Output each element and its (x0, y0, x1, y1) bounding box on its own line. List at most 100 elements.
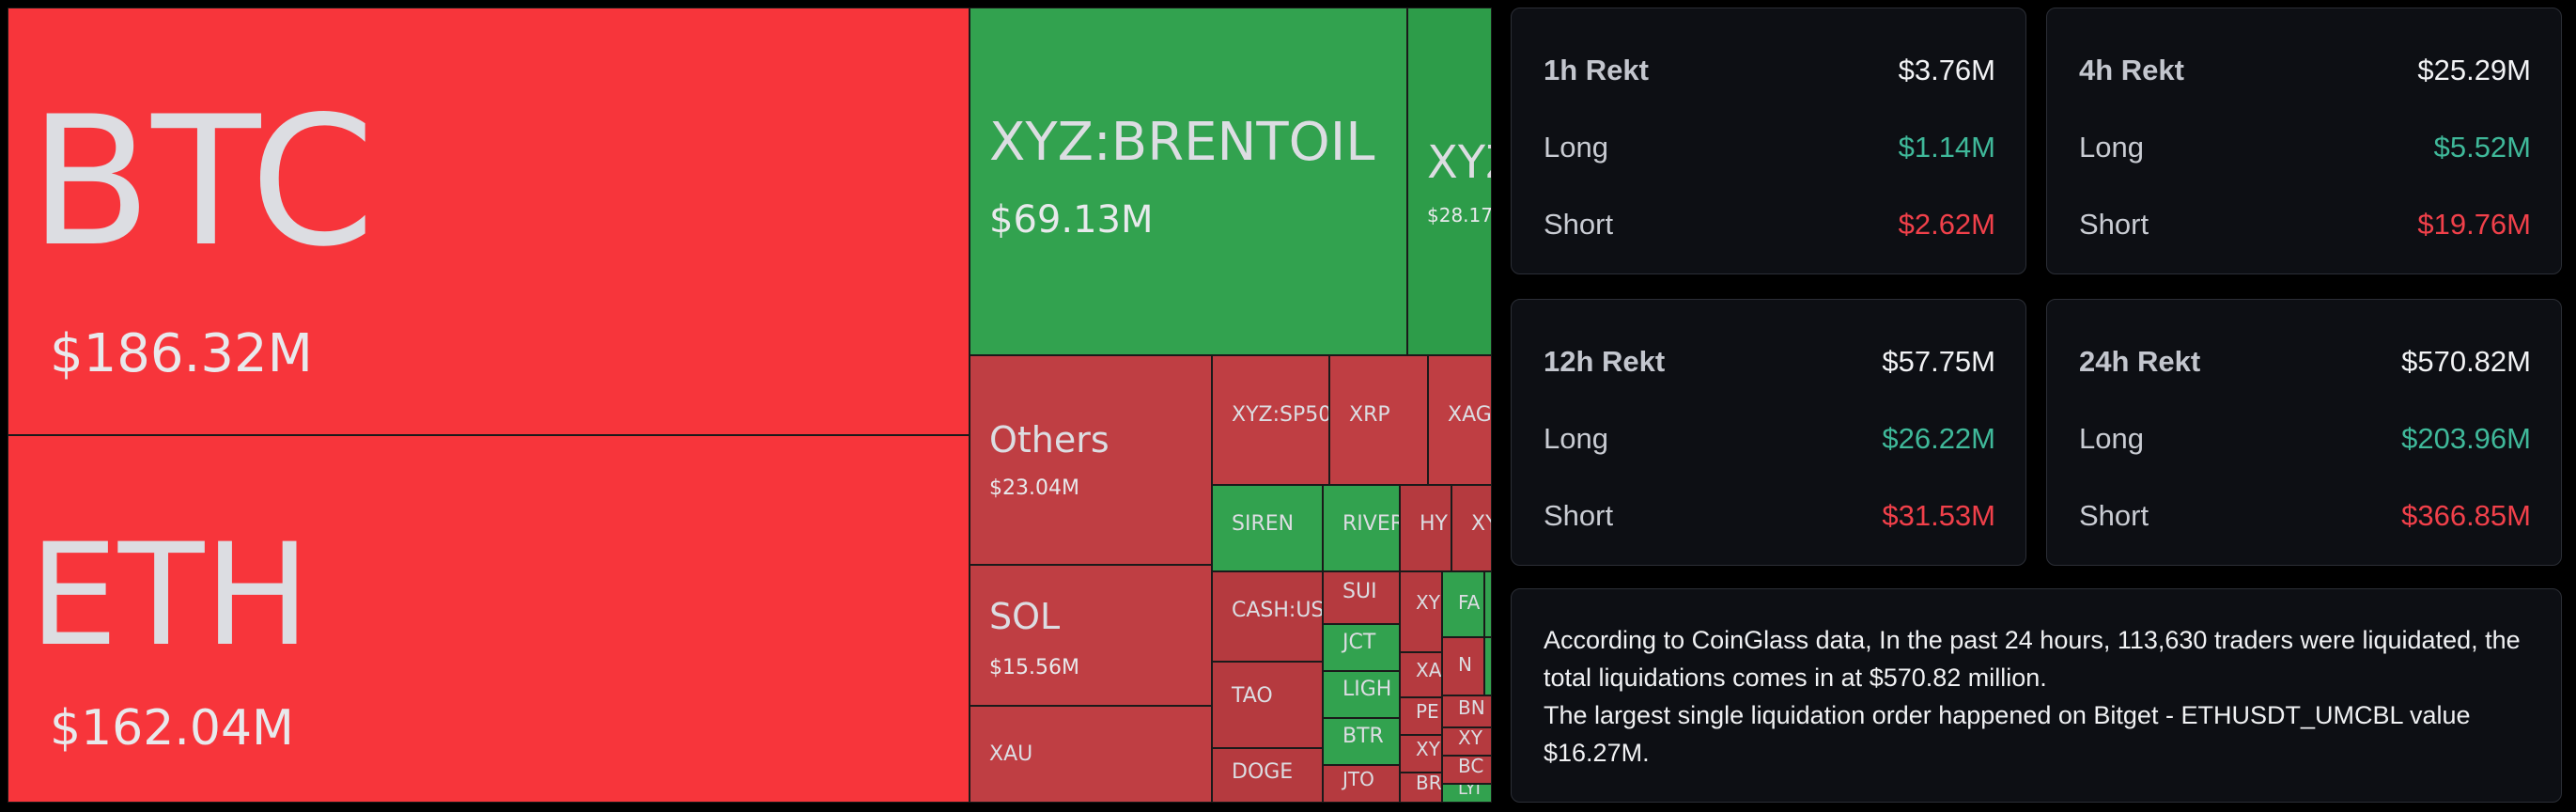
treemap-tile[interactable]: LIGH (1323, 671, 1400, 718)
treemap-tile[interactable]: SIREN (1212, 485, 1323, 571)
rekt-total: $3.76M (1898, 54, 1995, 86)
treemap-tile[interactable]: N (1442, 637, 1484, 695)
treemap-tile[interactable]: TAO (1212, 662, 1323, 748)
short-label: Short (1544, 499, 1614, 532)
treemap-tile[interactable]: SUI (1323, 571, 1400, 624)
tile-value: $69.13M (989, 198, 1154, 242)
long-label-row: Long $203.96M (2079, 422, 2531, 460)
tile-value: $23.04M (989, 476, 1079, 500)
short-label: Short (2079, 499, 2149, 532)
treemap-tile[interactable]: PE (1400, 697, 1442, 735)
treemap-tile[interactable]: ETH $162.04M (8, 435, 970, 803)
treemap-tile[interactable]: RIVER (1323, 485, 1400, 571)
treemap-tile[interactable]: XRP (1329, 355, 1428, 485)
treemap-tile[interactable]: BTC $186.32M (8, 8, 970, 435)
long-value: $5.52M (2433, 131, 2531, 164)
rekt-total: $57.75M (1882, 345, 1995, 378)
treemap-tile[interactable]: XYZ:BRENTOIL $69.13M (970, 8, 1407, 355)
treemap-tile[interactable]: XYZ:SP50 (1212, 355, 1329, 485)
treemap-tile[interactable]: XAG (1428, 355, 1492, 485)
tile-value: $162.04M (50, 700, 294, 757)
treemap-tile[interactable]: SOL $15.56M (970, 565, 1212, 706)
rekt-card: 24h Rekt $570.82M Long $203.96M Short $366.85… (2046, 299, 2562, 566)
rekt-title-row: 4h Rekt $25.29M (2079, 54, 2531, 91)
treemap-tile[interactable]: DOGE (1212, 748, 1323, 803)
long-label-row: Long $1.14M (1544, 131, 1995, 168)
treemap-tile[interactable]: JTO (1323, 765, 1400, 803)
treemap-tile[interactable]: BTR (1323, 718, 1400, 765)
tile-symbol: N (1458, 653, 1472, 676)
tile-value: $15.56M (989, 656, 1079, 679)
rekt-title-row: 12h Rekt $57.75M (1544, 345, 1995, 383)
long-value: $1.14M (1898, 131, 1995, 164)
tile-symbol: XAG (1448, 403, 1492, 427)
tile-symbol: DOGE (1232, 760, 1294, 784)
tile-symbol: JTO (1342, 768, 1374, 790)
tile-symbol: LIGH (1342, 678, 1392, 701)
long-label: Long (1544, 422, 1608, 455)
treemap-tile[interactable]: XAU (970, 706, 1212, 803)
tile-symbol: FA (1458, 591, 1481, 614)
tile-symbol: CASH:US (1232, 599, 1323, 622)
liquidation-summary-card: According to CoinGlass data, In the past… (1511, 588, 2562, 803)
treemap-tile[interactable]: BN (1442, 695, 1492, 727)
treemap-tile[interactable]: Others $23.04M (970, 355, 1212, 565)
rekt-title-row: 1h Rekt $3.76M (1544, 54, 1995, 91)
treemap-tile[interactable]: XY (1400, 735, 1442, 773)
tile-symbol: XAU (989, 742, 1033, 766)
treemap-tile[interactable]: BR (1400, 773, 1442, 803)
long-value: $26.22M (1882, 422, 1995, 455)
tile-symbol: BTR (1342, 725, 1384, 748)
short-value: $31.53M (1882, 499, 1995, 532)
tile-symbol: XY (1416, 591, 1440, 614)
short-value: $366.85M (2401, 499, 2531, 532)
tile-symbol: LYI (1458, 784, 1481, 799)
treemap-tile[interactable]: XY (1442, 727, 1492, 756)
treemap-tile[interactable]: FA (1442, 571, 1484, 637)
tile-symbol: XAU (1416, 659, 1442, 681)
short-value: $2.62M (1898, 208, 1995, 241)
treemap-tile[interactable]: LYI (1442, 784, 1492, 803)
rekt-title: 4h Rekt (2079, 54, 2184, 86)
treemap-tile[interactable]: XYZ $28.17 (1407, 8, 1492, 355)
treemap-tile[interactable]: CASH:US (1212, 571, 1323, 662)
tile-symbol: HY (1420, 512, 1448, 536)
rekt-total: $25.29M (2417, 54, 2531, 86)
short-label-row: Short $31.53M (1544, 499, 1995, 537)
long-label-row: Long $26.22M (1544, 422, 1995, 460)
tile-symbol: PE (1416, 700, 1439, 723)
treemap-tile[interactable] (1484, 637, 1492, 695)
rekt-title-row: 24h Rekt $570.82M (2079, 345, 2531, 383)
tile-value: $28.17 (1427, 204, 1492, 226)
summary-line-1: According to CoinGlass data, In the past… (1544, 626, 2521, 692)
treemap-tile[interactable]: HY (1400, 485, 1451, 571)
tile-symbol: XYZ (1427, 136, 1491, 189)
tile-symbol: SOL (989, 596, 1061, 637)
rekt-total: $570.82M (2401, 345, 2531, 378)
tile-symbol: XY (1471, 512, 1491, 536)
tile-symbol: SIREN (1232, 512, 1295, 536)
rekt-title: 24h Rekt (2079, 345, 2201, 378)
treemap-tile[interactable] (1484, 571, 1492, 637)
treemap-tile[interactable]: XAU (1400, 652, 1442, 697)
tile-value: $186.32M (50, 323, 313, 384)
short-value: $19.76M (2417, 208, 2531, 241)
tile-symbol: JCT (1342, 631, 1376, 654)
tile-symbol: XYZ:SP50 (1232, 403, 1329, 427)
tile-symbol: BR (1416, 773, 1442, 794)
liquidation-treemap: BTC $186.32M ETH $162.04M XYZ:BRENTOIL $69.13… (8, 8, 1492, 803)
short-label-row: Short $366.85M (2079, 499, 2531, 537)
rekt-title: 1h Rekt (1544, 54, 1649, 86)
treemap-tile[interactable]: JCT (1323, 624, 1400, 671)
long-label-row: Long $5.52M (2079, 131, 2531, 168)
treemap-tile[interactable]: BC (1442, 756, 1492, 784)
rekt-title: 12h Rekt (1544, 345, 1666, 378)
tile-symbol: BTC (29, 78, 375, 286)
tile-symbol: SUI (1342, 580, 1377, 603)
tile-symbol: ETH (29, 514, 311, 678)
tile-symbol: Others (989, 419, 1110, 461)
rekt-card: 12h Rekt $57.75M Long $26.22M Short $31.53M (1511, 299, 2026, 566)
summary-text: According to CoinGlass data, In the past… (1544, 621, 2533, 772)
treemap-tile[interactable]: XY (1451, 485, 1492, 571)
treemap-tile[interactable]: XY (1400, 571, 1442, 652)
